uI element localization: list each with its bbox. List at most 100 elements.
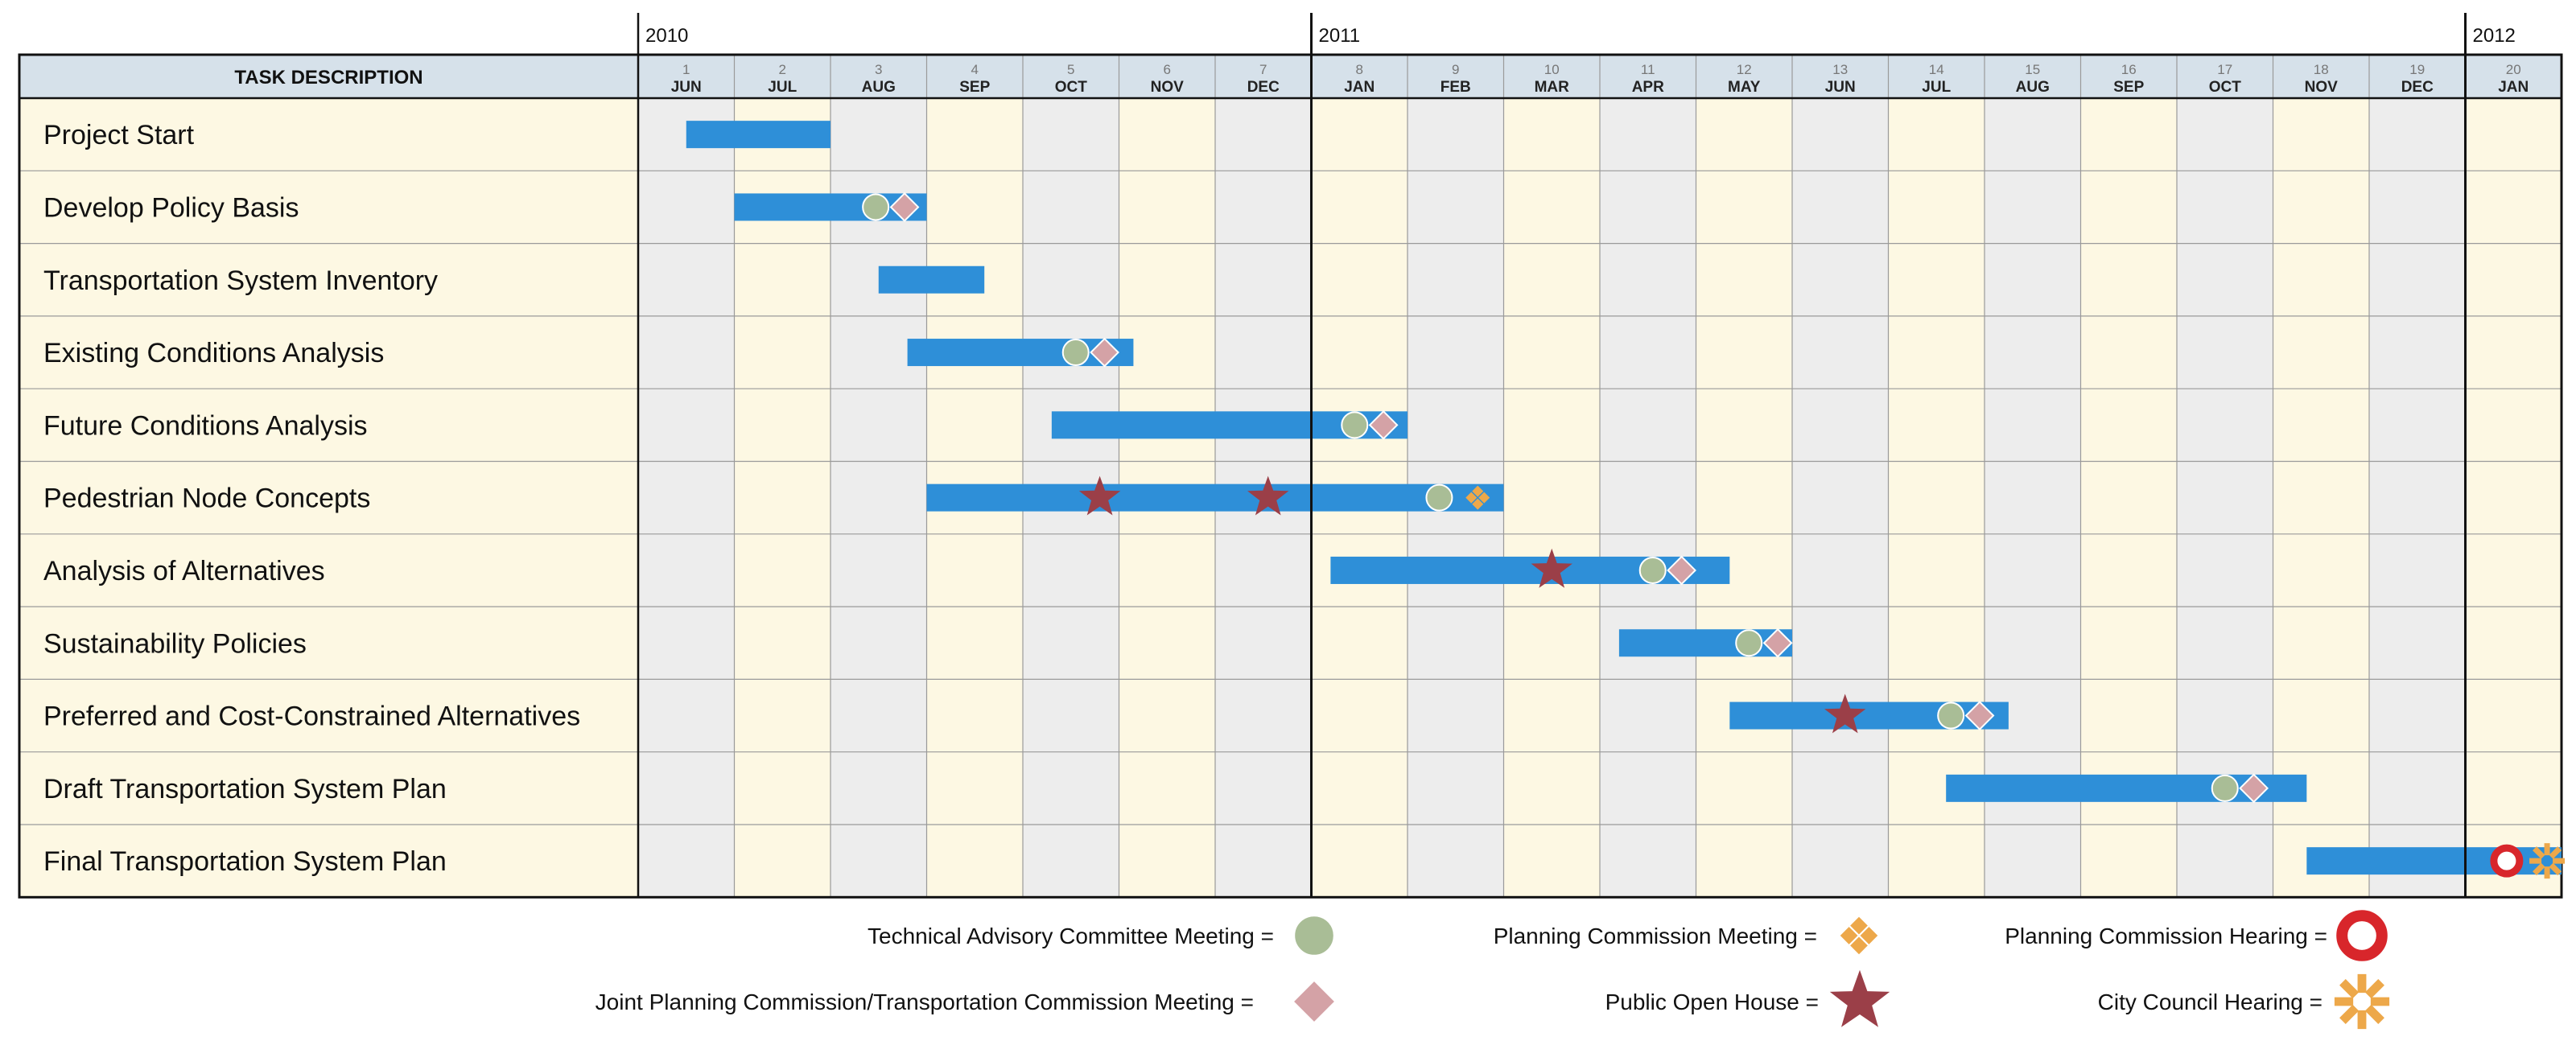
diamond-icon (1667, 555, 1696, 586)
task-bar (2306, 847, 2562, 875)
asterisk-ray (2364, 1004, 2384, 1024)
star-icon (1247, 475, 1289, 516)
month-number: 6 (1164, 62, 1171, 77)
chart-border (18, 53, 2563, 899)
month-column-bg (1696, 98, 1792, 898)
four-diamond-icon (1840, 916, 1878, 955)
year-labels: 2010 2011 2012 (637, 13, 2516, 898)
four-diamond-part (1472, 485, 1484, 497)
circle-icon (1425, 483, 1453, 512)
asterisk-ray (2549, 846, 2562, 859)
circle-icon (1937, 701, 1965, 730)
month-column-bg (734, 98, 831, 898)
task-label: Final Transportation System Plan (43, 846, 447, 877)
month-name: FEB (1440, 79, 1471, 96)
legend-label: Planning Commission Hearing = (2005, 924, 2327, 948)
month-number: 1 (682, 62, 690, 77)
star-icon (1078, 475, 1121, 516)
month-number: 9 (1452, 62, 1459, 77)
task-bar (926, 483, 1504, 512)
month-name: JUL (1922, 79, 1951, 96)
month-column-bg (2177, 98, 2273, 898)
ring-icon (2336, 910, 2388, 961)
event-markers (862, 192, 2566, 879)
diamond-icon (1292, 979, 1337, 1024)
month-number: 20 (2506, 62, 2521, 77)
month-number: 16 (2121, 62, 2137, 77)
legend: Technical Advisory Committee Meeting = Jo… (596, 910, 2390, 1030)
ring-icon (2490, 844, 2524, 878)
legend-label: Joint Planning Commission/Transportation… (596, 989, 1254, 1014)
month-name: APR (1632, 79, 1664, 96)
task-labels: Project Start Develop Policy Basis Transpo… (43, 120, 580, 877)
task-label: Existing Conditions Analysis (43, 338, 384, 368)
asterisk-burst-icon (2334, 973, 2390, 1030)
legend-label: Planning Commission Meeting = (1494, 924, 1817, 948)
year-label: 2011 (1319, 25, 1361, 47)
task-bar (878, 265, 985, 294)
month-column-bg (831, 98, 927, 898)
legend-label: Public Open House = (1605, 989, 1819, 1014)
month-number: 14 (1929, 62, 1944, 77)
task-bar (686, 121, 831, 149)
task-label: Future Conditions Analysis (43, 410, 368, 441)
four-diamond-part (1850, 936, 1868, 955)
star-icon (1829, 969, 1890, 1027)
month-name: AUG (862, 79, 896, 96)
month-name: SEP (2113, 79, 2144, 96)
month-name: AUG (2016, 79, 2050, 96)
task-label: Project Start (43, 120, 195, 150)
task-label: Develop Policy Basis (43, 192, 299, 223)
circle-icon (1061, 339, 1090, 367)
month-name: MAR (1535, 79, 1570, 96)
diamond-icon (2239, 773, 2269, 804)
asterisk-ray (2533, 862, 2545, 876)
month-name: OCT (1055, 79, 1088, 96)
month-name: SEP (959, 79, 990, 96)
task-bars (686, 121, 2562, 875)
month-number: 11 (1641, 62, 1655, 77)
month-number: 19 (2409, 62, 2425, 77)
month-number: 13 (1832, 62, 1848, 77)
month-name: NOV (1151, 79, 1185, 96)
month-column-bg (2465, 98, 2562, 898)
month-number: 5 (1067, 62, 1074, 77)
circle-icon (1735, 629, 1763, 657)
diamond-icon (1090, 337, 1119, 368)
star-icon (1824, 693, 1866, 734)
diamond-icon (1368, 409, 1399, 440)
task-label: Analysis of Alternatives (43, 556, 325, 586)
four-diamond-part (1472, 498, 1484, 510)
month-name: JUN (671, 79, 702, 96)
month-number: 10 (1544, 62, 1560, 77)
month-name: DEC (2401, 79, 2434, 96)
month-number: 17 (2217, 62, 2232, 77)
month-name: JAN (2498, 79, 2529, 96)
diamond-icon (1964, 701, 1995, 730)
year-label: 2010 (645, 25, 688, 47)
four-diamond-part (1478, 492, 1490, 504)
month-column-bg (1600, 98, 1696, 898)
month-number: 18 (2314, 62, 2329, 77)
header-band (19, 55, 2562, 98)
asterisk-ray (2339, 1004, 2360, 1024)
task-label: Transportation System Inventory (43, 265, 438, 296)
legend-label: City Council Hearing = (2098, 989, 2323, 1014)
asterisk-ray (2549, 862, 2562, 876)
task-label: Draft Transportation System Plan (43, 774, 447, 804)
circle-icon (862, 193, 890, 221)
month-number: 7 (1259, 62, 1267, 77)
asterisk-ray (2339, 979, 2360, 999)
month-number: 2 (779, 62, 786, 77)
four-diamond-icon (1465, 485, 1490, 510)
four-diamond-part (1850, 916, 1868, 935)
month-column-bg (638, 98, 735, 898)
asterisk-ray (2533, 846, 2545, 859)
four-diamond-part (1840, 927, 1858, 944)
month-column-bg (2273, 98, 2369, 898)
month-number: 4 (971, 62, 979, 77)
month-name: DEC (1247, 79, 1280, 96)
month-number: 12 (1737, 62, 1752, 77)
month-name: JUN (1825, 79, 1856, 96)
